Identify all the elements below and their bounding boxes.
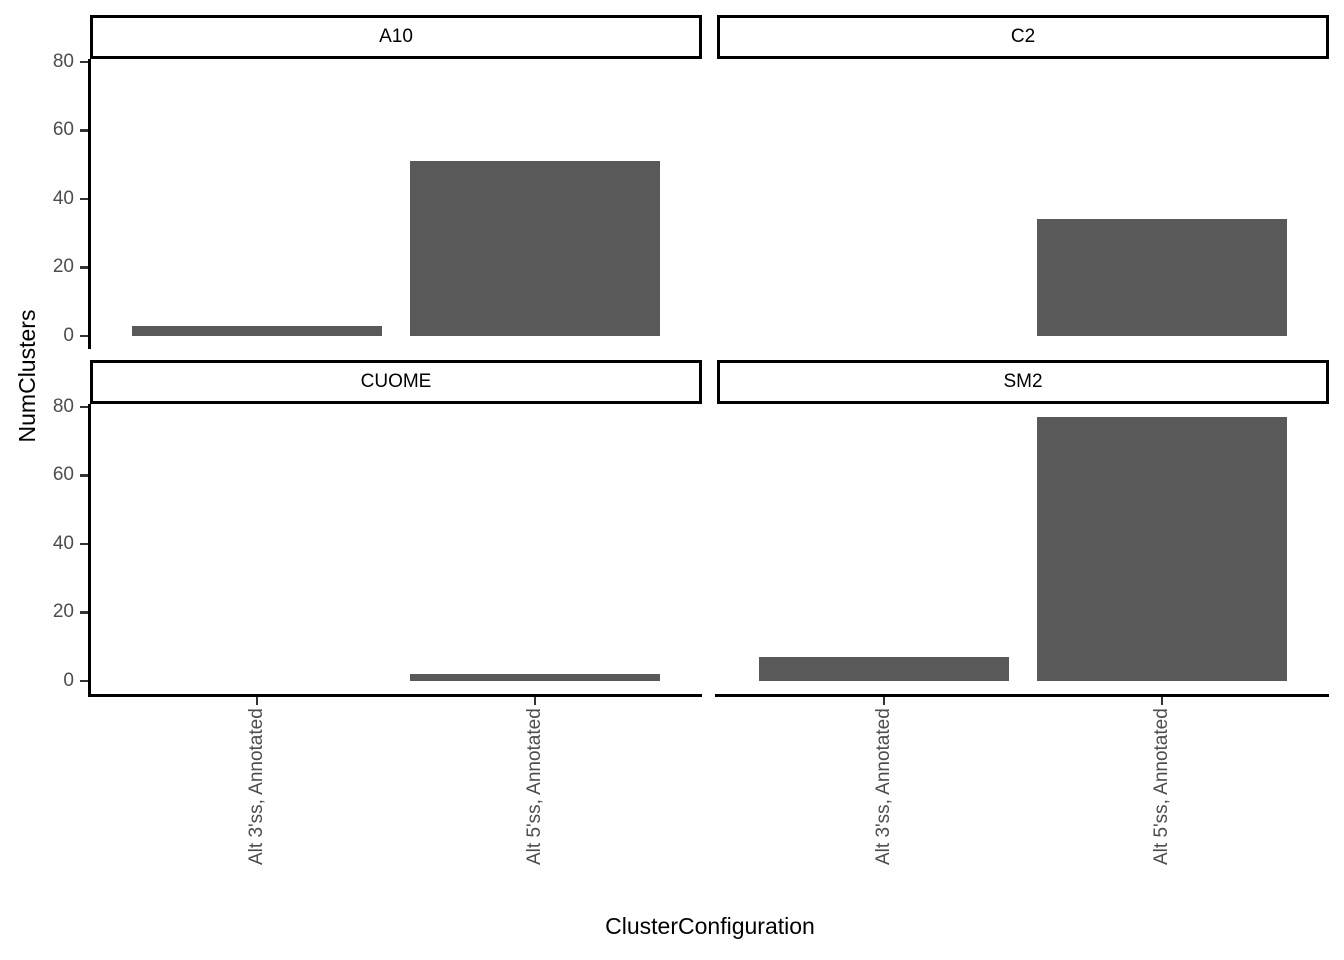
y-tick-label: 40 xyxy=(52,187,74,209)
y-tick-mark xyxy=(80,60,88,64)
facet-plot-area: Alt 3'ss, Annotated Alt 5'ss, Annotated xyxy=(715,404,1329,865)
y-tick-label: 80 xyxy=(52,395,74,417)
facet-strip-label: SM2 xyxy=(1003,371,1043,392)
y-tick-label: 60 xyxy=(52,464,74,486)
facet-strip: A10 xyxy=(90,15,702,59)
bar-cuome-cat2 xyxy=(409,673,661,681)
facet-strip-label: C2 xyxy=(1010,26,1036,47)
facet-plot-area: 0 20 40 60 80 Alt 3'ss, Annotated Alt 5'ss, An… xyxy=(53,396,702,865)
facet-panel-cuome: CUOME 0 20 40 60 80 Alt 3'ss, Annotated Alt 5'… xyxy=(53,360,702,865)
facet-strip: SM2 xyxy=(717,360,1329,404)
y-tick-label: 20 xyxy=(52,256,74,278)
y-axis-line xyxy=(88,404,91,694)
y-tick-label: 40 xyxy=(52,532,74,554)
y-tick-mark xyxy=(80,197,88,201)
facet-strip-label: A10 xyxy=(379,26,413,47)
facet-plot-area: 0 20 40 60 80 xyxy=(53,51,702,349)
bar-c2-cat2 xyxy=(1036,219,1288,336)
y-tick-label: 0 xyxy=(63,324,74,346)
y-tick-mark xyxy=(80,542,88,546)
y-tick-mark xyxy=(80,611,88,614)
y-tick-label: 80 xyxy=(52,50,74,72)
x-tick-mark xyxy=(255,697,259,705)
x-tick-mark xyxy=(882,697,886,705)
y-tick-mark xyxy=(80,405,88,409)
y-tick-mark xyxy=(80,334,88,338)
x-tick-label: Alt 3'ss, Annotated xyxy=(245,708,267,865)
facet-panel-sm2: SM2 Alt 3'ss, Annotated Alt 5'ss, Annotat… xyxy=(715,360,1329,865)
facet-strip: CUOME xyxy=(90,360,702,404)
x-axis-line xyxy=(88,694,702,697)
facet-strip: C2 xyxy=(717,15,1329,59)
y-tick-mark xyxy=(80,679,88,683)
y-tick-mark xyxy=(80,129,88,132)
facet-panel-c2: C2 xyxy=(717,15,1329,349)
facet-strip-label: CUOME xyxy=(360,371,432,392)
bar-a10-cat2 xyxy=(409,161,661,336)
bar-sm2-cat2 xyxy=(1036,417,1288,681)
x-axis-title: ClusterConfiguration xyxy=(605,913,815,939)
x-tick-label: Alt 3'ss, Annotated xyxy=(872,708,894,865)
y-tick-label: 60 xyxy=(52,119,74,141)
y-tick-mark xyxy=(80,474,88,477)
x-tick-mark xyxy=(1160,697,1164,705)
x-axis-line xyxy=(715,694,1329,697)
bar-sm2-cat1 xyxy=(758,656,1010,681)
x-tick-label: Alt 5'ss, Annotated xyxy=(1151,708,1173,865)
x-tick-label: Alt 5'ss, Annotated xyxy=(524,708,546,865)
y-tick-label: 0 xyxy=(63,669,74,691)
facet-panel-a10: A10 0 20 40 60 80 xyxy=(53,15,702,349)
x-tick-mark xyxy=(533,697,537,705)
y-tick-mark xyxy=(80,266,88,269)
bar-a10-cat1 xyxy=(131,325,383,336)
facet-plot-area xyxy=(717,59,1329,349)
y-axis-line xyxy=(88,59,91,349)
y-tick-label: 20 xyxy=(52,601,74,623)
